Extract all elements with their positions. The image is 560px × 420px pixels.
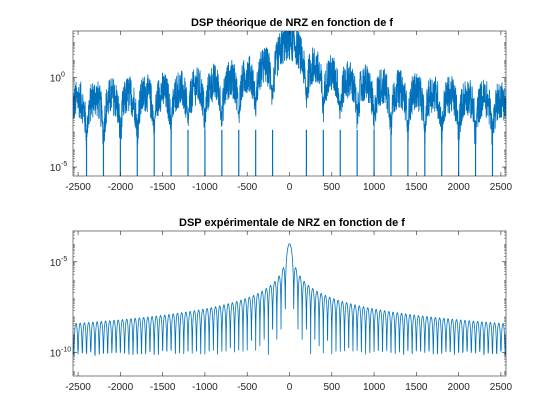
bottom-plot-title: DSP expérimentale de NRZ en fonction de … bbox=[179, 217, 405, 229]
top-plot-x-tick-label: -1500 bbox=[150, 182, 176, 193]
bottom-plot-x-tick-label: -1500 bbox=[150, 382, 176, 393]
top-plot-x-tick-label: 2500 bbox=[490, 182, 513, 193]
top-plot-x-tick-label: 1000 bbox=[363, 182, 386, 193]
top-plot-x-tick-label: -500 bbox=[237, 182, 257, 193]
bottom-plot-axes-frame bbox=[72, 230, 507, 377]
top-plot-axes: -2500 -2000 -1500 -1000 -500 0 500 1000 1500 2000… bbox=[50, 30, 513, 193]
top-plot-y-tick-label: 10 bbox=[50, 74, 62, 85]
bottom-plot-x-tick-label: -2000 bbox=[108, 382, 134, 393]
top-plot-y-tick-label: 10 bbox=[50, 163, 62, 174]
bottom-plot-y-tick-exponent: -5 bbox=[61, 256, 67, 263]
top-plot-y-tick-exponent: 0 bbox=[61, 72, 65, 79]
top-plot-y-tick-exponent: -5 bbox=[61, 161, 67, 168]
top-plot: DSP théorique de NRZ en fonction de f -2… bbox=[50, 17, 513, 193]
bottom-plot-x-tick-label: -500 bbox=[237, 382, 257, 393]
bottom-plot-series-line bbox=[73, 243, 506, 357]
bottom-plot-x-tick-label: 1500 bbox=[405, 382, 428, 393]
top-plot-x-tick-label: 0 bbox=[287, 182, 293, 193]
top-plot-x-tick-label: 2000 bbox=[448, 182, 471, 193]
top-plot-x-tick-label: 1500 bbox=[405, 182, 428, 193]
top-plot-x-tick-label: -1000 bbox=[192, 182, 218, 193]
bottom-plot-x-tick-label: 500 bbox=[323, 382, 340, 393]
bottom-plot-x-tick-label: -1000 bbox=[192, 382, 218, 393]
bottom-plot-x-tick-label: 2500 bbox=[490, 382, 513, 393]
bottom-plot-y-tick-label: 10 bbox=[50, 348, 62, 359]
top-plot-x-tick-label: -2500 bbox=[65, 182, 91, 193]
bottom-plot-y-tick-label: 10 bbox=[50, 258, 62, 269]
bottom-plot-x-tick-label: -2500 bbox=[65, 382, 91, 393]
top-plot-x-tick-label: -2000 bbox=[108, 182, 134, 193]
bottom-plot-y-tick-exponent: -10 bbox=[61, 346, 71, 353]
top-plot-x-tick-label: 500 bbox=[323, 182, 340, 193]
bottom-plot-x-tick-label: 1000 bbox=[363, 382, 386, 393]
bottom-plot: DSP expérimentale de NRZ en fonction de … bbox=[50, 217, 513, 393]
bottom-plot-x-tick-label: 2000 bbox=[448, 382, 471, 393]
top-plot-title: DSP théorique de NRZ en fonction de f bbox=[191, 17, 393, 29]
bottom-plot-axes: -2500 -2000 -1500 -1000 -500 0 500 1000 1500 2000… bbox=[50, 230, 513, 393]
bottom-plot-x-tick-label: 0 bbox=[287, 382, 293, 393]
